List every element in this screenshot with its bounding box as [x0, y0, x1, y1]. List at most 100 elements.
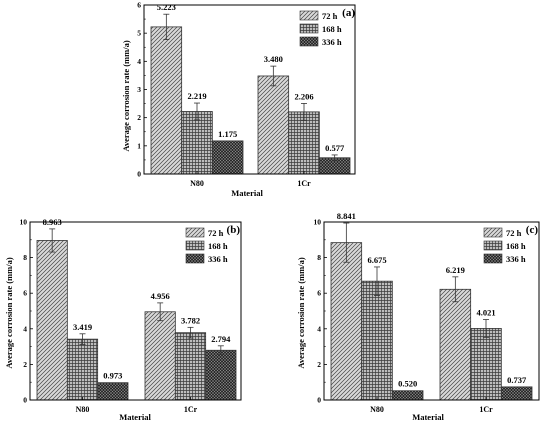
x-tick-label: N80: [190, 179, 204, 188]
legend-label: 168 h: [208, 241, 228, 251]
legend-swatch: [185, 227, 205, 238]
legend-swatch: [483, 227, 503, 238]
data-label: 3.782: [181, 315, 200, 325]
bar: [361, 280, 393, 401]
y-tick-label: 3: [137, 85, 141, 94]
data-label: 1.175: [218, 129, 237, 139]
y-tick-label: 2: [317, 360, 321, 369]
bar: [97, 382, 129, 401]
data-label: 6.219: [446, 265, 465, 275]
legend: 72 h 168 h 336 h: [483, 227, 526, 264]
panel-label: (a): [342, 7, 355, 19]
y-tick-label: 5: [137, 29, 141, 38]
legend-label: 336 h: [322, 37, 342, 47]
legend-swatch: [185, 253, 205, 264]
bar: [66, 338, 99, 401]
legend-label: 72 h: [506, 228, 522, 238]
legend: 72 h 168 h 336 h: [299, 10, 342, 47]
y-tick-label: 10: [314, 218, 322, 227]
error-bar: [49, 228, 56, 253]
error-bar: [483, 319, 489, 338]
y-tick-label: 6: [23, 289, 27, 298]
data-label: 3.419: [73, 322, 92, 332]
xlabel: Material: [412, 412, 444, 422]
ylabel: Average corrosion rate (mm/a): [296, 257, 306, 368]
y-tick-label: 1: [137, 141, 141, 150]
legend-swatch: [299, 36, 319, 47]
error-bar: [452, 276, 459, 303]
bar: [36, 240, 68, 401]
y-tick-label: 8: [23, 253, 27, 262]
bar: [150, 26, 183, 175]
legend-label: 72 h: [208, 228, 224, 238]
data-label: 6.675: [367, 255, 386, 265]
y-tick-label: 4: [137, 57, 141, 66]
y-tick-label: 4: [23, 324, 27, 333]
legend: 72 h 168 h 336 h: [185, 227, 228, 264]
error-bar: [331, 154, 338, 161]
bar: [391, 390, 424, 401]
x-tick-label: 1Cr: [479, 405, 493, 414]
x-tick-label: N80: [76, 405, 90, 414]
y-tick-label: 6: [317, 289, 321, 298]
xlabel: Material: [119, 412, 151, 422]
data-label: 8.841: [337, 211, 356, 221]
legend-swatch: [483, 240, 503, 251]
y-tick-label: 0: [23, 396, 27, 405]
legend-label: 336 h: [208, 254, 228, 264]
legend-swatch: [299, 10, 319, 21]
data-label: 0.737: [507, 375, 527, 385]
error-bar: [301, 103, 307, 121]
error-bar: [157, 302, 164, 322]
legend-swatch: [185, 240, 205, 251]
legend-swatch: [483, 253, 503, 264]
data-label: 2.206: [294, 91, 313, 101]
legend-label: 168 h: [322, 24, 342, 34]
legend-label: 168 h: [506, 241, 526, 251]
data-label: 2.219: [187, 91, 206, 101]
x-tick-label: N80: [370, 405, 384, 414]
error-bar: [163, 13, 170, 40]
data-label: 2.794: [211, 334, 231, 344]
panel-label: (c): [526, 224, 539, 236]
bar: [330, 242, 363, 401]
y-tick-label: 2: [137, 113, 141, 122]
panel-label: (b): [227, 224, 241, 236]
data-label: 5.223: [157, 2, 176, 12]
bar: [181, 111, 213, 175]
bar: [144, 311, 176, 401]
panel-b: Average corrosion rate (mm/a) Material (…: [4, 217, 242, 422]
error-bar: [79, 333, 86, 345]
error-bar: [270, 65, 277, 87]
y-tick-label: 10: [20, 218, 28, 227]
data-label: 3.480: [264, 54, 283, 64]
data-label: 4.956: [151, 291, 170, 301]
error-bar: [217, 345, 224, 356]
panel-a: Average corrosion rate (mm/a) Material (…: [121, 1, 356, 198]
bar: [500, 386, 533, 401]
legend-swatch: [299, 23, 319, 34]
bar: [174, 332, 207, 401]
y-tick-label: 0: [137, 170, 141, 179]
data-label: 0.577: [325, 143, 345, 153]
error-bar: [343, 222, 350, 263]
data-label: 4.021: [476, 308, 495, 318]
y-tick-label: 0: [317, 396, 321, 405]
xlabel: Material: [231, 188, 263, 198]
x-tick-label: 1Cr: [184, 405, 198, 414]
panel-c: Average corrosion rate (mm/a) Material (…: [296, 211, 540, 422]
data-label: 0.973: [103, 371, 122, 381]
y-tick-label: 4: [317, 324, 321, 333]
bar: [257, 75, 290, 175]
bar: [211, 140, 244, 175]
error-bar: [187, 326, 194, 339]
bar: [205, 349, 237, 401]
error-bar: [374, 266, 380, 296]
y-tick-label: 2: [23, 360, 27, 369]
x-tick-label: 1Cr: [297, 179, 311, 188]
bar: [470, 328, 502, 401]
legend-label: 72 h: [322, 11, 338, 21]
y-tick-label: 6: [137, 1, 141, 10]
bar: [439, 288, 472, 401]
error-bar: [194, 102, 200, 121]
